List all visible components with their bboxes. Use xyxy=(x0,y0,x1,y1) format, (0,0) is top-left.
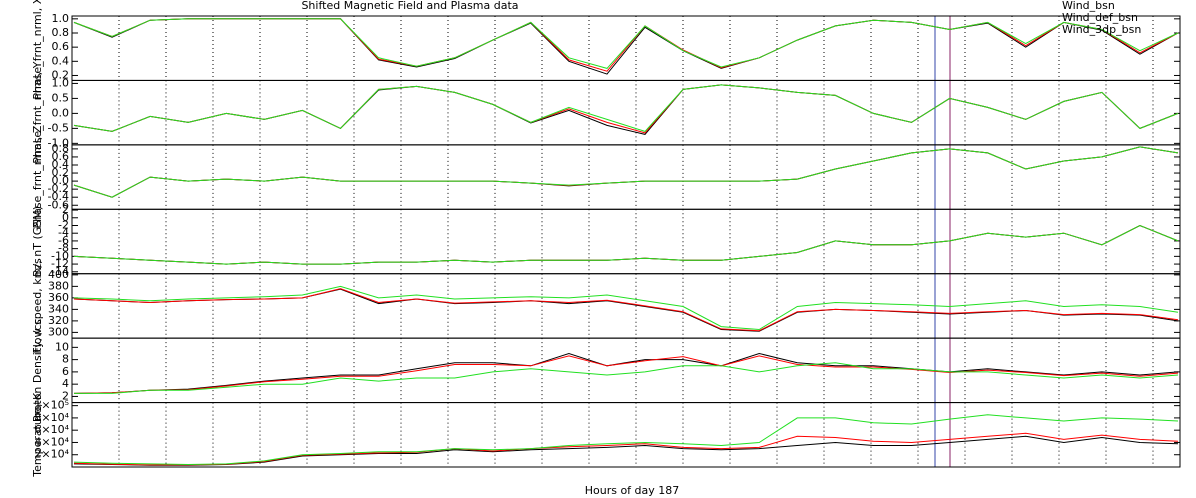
y-tick-label: -0.4 xyxy=(48,190,69,203)
series-line xyxy=(73,355,1179,394)
y-axis-label: Temperature, K xyxy=(31,392,44,478)
y-tick-label: -0.5 xyxy=(48,121,69,134)
y-tick-label: 0.8 xyxy=(52,142,70,155)
y-tick-label: 10 xyxy=(55,340,69,353)
series-line xyxy=(73,84,1179,132)
legend-entry: Wind_bsn xyxy=(1062,0,1115,12)
y-tick-label: 2×10⁴ xyxy=(34,448,69,461)
series-line xyxy=(73,285,1179,331)
y-tick-label: -12 xyxy=(51,257,69,270)
y-tick-label: 2 xyxy=(62,203,69,216)
y-tick-label: -0.6 xyxy=(48,198,69,211)
y-tick-label: 0.2 xyxy=(52,166,70,179)
panel-frame xyxy=(71,144,1181,210)
y-tick-label: 6×10⁴ xyxy=(34,423,69,436)
y-tick-label: -8 xyxy=(58,242,69,255)
panel-frame xyxy=(71,208,1181,275)
y-tick-label: 380 xyxy=(48,279,69,292)
y-tick-label: 4 xyxy=(62,377,69,390)
y-tick-label: -0.2 xyxy=(48,182,69,195)
y-tick-label: 320 xyxy=(48,314,69,327)
series-line xyxy=(73,146,1179,198)
series-line xyxy=(73,435,1179,466)
y-tick-label: 340 xyxy=(48,302,69,315)
y-tick-label: 0.8 xyxy=(52,26,70,39)
y-tick-label: 0.6 xyxy=(52,150,70,163)
series-line xyxy=(73,352,1179,394)
y-tick-label: 0.6 xyxy=(52,40,70,53)
panel-frame xyxy=(71,402,1181,468)
y-tick-label: 0.2 xyxy=(52,68,70,81)
y-tick-label: 0 xyxy=(62,211,69,224)
panel-frame xyxy=(71,273,1181,339)
series-line xyxy=(73,18,1179,69)
y-tick-label: 1.0 xyxy=(52,12,70,25)
y-tick-label: 400 xyxy=(48,268,69,281)
y-axis-label: Flow speed, km/s xyxy=(31,258,44,354)
legend-entry: Wind_3dp_bsn xyxy=(1062,23,1141,36)
y-tick-label: 0.4 xyxy=(52,54,70,67)
y-tick-label: 1×10⁵ xyxy=(34,399,69,412)
y-tick-label: -4 xyxy=(58,226,69,239)
y-tick-label: 0.4 xyxy=(52,158,70,171)
x-axis-label: Hours of day 187 xyxy=(585,484,680,497)
panel-frame xyxy=(71,79,1181,146)
y-tick-label: -10 xyxy=(51,249,69,262)
y-tick-label: 8×10⁴ xyxy=(34,411,69,424)
series-line xyxy=(73,224,1179,265)
panel-frame xyxy=(71,337,1181,404)
y-axis-label: Bz, nT (GSM) xyxy=(31,206,44,277)
chart-title: Shifted Magnetic Field and Plasma data xyxy=(301,0,518,12)
y-tick-label: 0.0 xyxy=(52,174,70,187)
y-tick-label: 4×10⁴ xyxy=(34,435,69,448)
series-line xyxy=(73,224,1179,265)
y-tick-label: 0.0 xyxy=(52,106,70,119)
series-line xyxy=(73,432,1179,466)
y-tick-label: 300 xyxy=(48,325,69,338)
y-tick-label: 360 xyxy=(48,291,69,304)
y-tick-label: -2 xyxy=(58,218,69,231)
y-axis-label: Phase_frnt_nrml, X xyxy=(31,0,44,100)
series-line xyxy=(73,414,1179,466)
y-tick-label: -1.0 xyxy=(48,136,69,149)
series-line xyxy=(73,224,1179,265)
y-tick-label: 0.5 xyxy=(52,91,70,104)
y-axis-label: Proton Density, /cc xyxy=(31,319,44,423)
series-line xyxy=(74,362,1179,394)
y-tick-label: 6 xyxy=(62,365,69,378)
y-axis-label: Phase_frnt_nrml, Z xyxy=(31,125,44,228)
y-tick-label: 2 xyxy=(62,389,69,402)
legend-entry: Wind_def_bsn xyxy=(1062,11,1138,24)
y-tick-label: 8 xyxy=(62,353,69,366)
y-tick-label: 1.0 xyxy=(52,76,70,89)
y-tick-label: -14 xyxy=(51,265,69,278)
y-tick-label: -6 xyxy=(58,234,69,247)
series-line xyxy=(73,84,1179,135)
series-line xyxy=(73,288,1179,332)
y-axis-label: Phase_frnt_nrml, Y xyxy=(31,61,44,163)
